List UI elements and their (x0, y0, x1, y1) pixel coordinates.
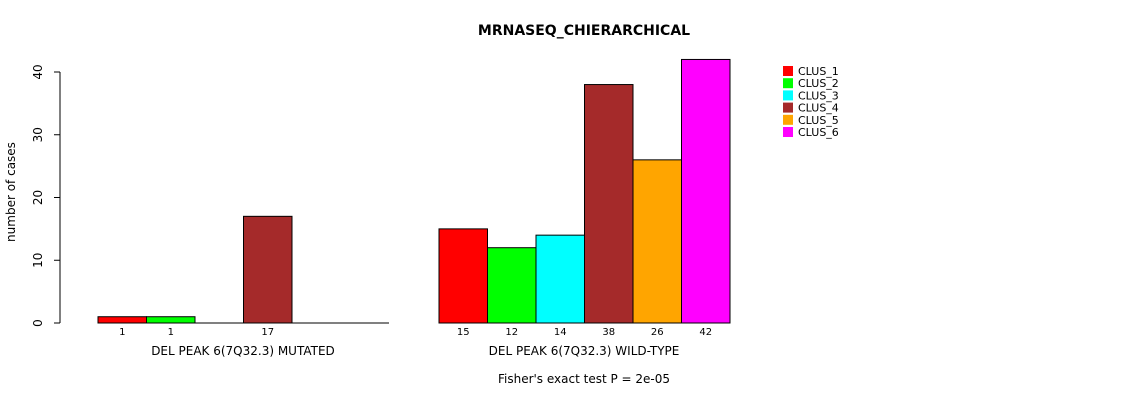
count-label-group1-clus-1: 1 (119, 327, 125, 338)
legend-swatch-clus-1 (783, 66, 793, 76)
bar-group1-clus-4 (243, 215, 293, 324)
y-tick-label-40: 40 (31, 64, 45, 79)
y-axis-label: number of cases (4, 142, 18, 242)
bar-group2-clus-4 (584, 84, 634, 324)
bars (97, 58, 731, 324)
chart-title: MRNASEQ_CHIERARCHICAL (478, 23, 690, 39)
count-label-group2-clus-6: 42 (699, 327, 712, 338)
count-label-group2-clus-5: 26 (651, 327, 664, 338)
bar-group1-clus-1 (97, 316, 147, 324)
y-tick-label-10: 10 (31, 253, 45, 268)
y-axis: 0 10 20 30 40 (31, 64, 61, 327)
legend-swatch-clus-4 (783, 102, 793, 113)
bar-group2-clus-3 (535, 234, 585, 324)
bar-group2-clus-5 (632, 159, 682, 324)
group-label-mutated: DEL PEAK 6(7Q32.3) MUTATED (151, 344, 335, 358)
count-label-group2-clus-3: 14 (554, 327, 567, 338)
legend-swatch-clus-5 (783, 114, 793, 125)
fisher-test-note: Fisher's exact test P = 2e-05 (498, 372, 670, 386)
count-labels: 1 1 17 15 12 14 38 26 42 (119, 327, 712, 338)
legend-swatch-clus-6 (783, 127, 793, 137)
count-label-group2-clus-4: 38 (602, 327, 615, 338)
bar-group2-clus-2 (487, 247, 537, 324)
group-label-wild-type: DEL PEAK 6(7Q32.3) WILD-TYPE (489, 344, 680, 358)
count-label-group2-clus-2: 12 (505, 327, 518, 338)
bar-group2-clus-6 (681, 58, 731, 324)
count-label-group1-clus-2: 1 (168, 327, 174, 338)
bar-group1-clus-2 (146, 316, 196, 324)
y-tick-label-30: 30 (31, 127, 45, 142)
count-label-group1-clus-4: 17 (261, 327, 274, 338)
legend-label-clus-5: CLUS_5 (798, 114, 839, 127)
legend-label-clus-1: CLUS_1 (798, 65, 839, 78)
y-tick-label-0: 0 (31, 319, 45, 327)
legend-swatch-clus-3 (783, 90, 793, 101)
bar-group2-clus-1 (438, 228, 488, 324)
legend-swatch-clus-2 (783, 78, 793, 89)
y-tick-label-20: 20 (31, 190, 45, 205)
legend-label-clus-4: CLUS_4 (798, 102, 839, 115)
legend-label-clus-3: CLUS_3 (798, 89, 839, 102)
legend-label-clus-2: CLUS_2 (798, 77, 839, 90)
count-label-group2-clus-1: 15 (457, 327, 470, 338)
legend-label-clus-6: CLUS_6 (798, 126, 839, 139)
